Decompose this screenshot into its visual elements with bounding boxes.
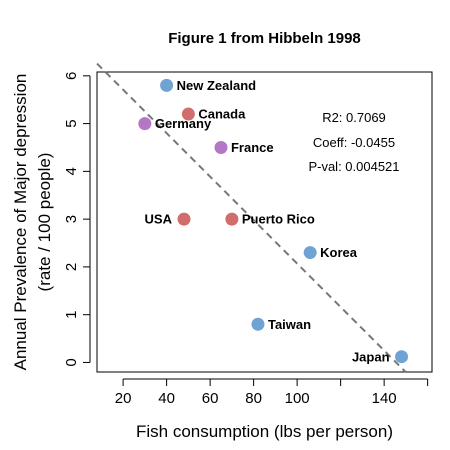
x-tick-label: 100 — [285, 390, 310, 407]
regression-line — [96, 62, 407, 373]
point-label: New Zealand — [177, 78, 257, 93]
x-tick-label: 20 — [115, 390, 132, 407]
x-tick-label: 80 — [245, 390, 262, 407]
point-label: USA — [145, 212, 173, 227]
plot-frame — [96, 71, 433, 373]
y-tick-label: 2 — [63, 263, 80, 271]
y-tick-label: 4 — [63, 167, 80, 175]
data-point — [177, 212, 191, 226]
chart-title: Figure 1 from Hibbeln 1998 — [168, 30, 361, 47]
data-point — [251, 317, 265, 331]
y-tick-label: 6 — [63, 72, 80, 80]
point-label: Taiwan — [268, 317, 311, 332]
point-label: Puerto Rico — [242, 212, 315, 227]
x-axis-label: Fish consumption (lbs per person) — [136, 422, 393, 441]
data-point — [138, 117, 152, 131]
y-tick-label: 5 — [63, 119, 80, 127]
data-point — [225, 212, 239, 226]
stats-annotation: R2: 0.7069 Coeff: -0.0455 P-val: 0.004521 — [308, 110, 399, 174]
point-label: France — [231, 140, 274, 155]
point-label: Germany — [155, 116, 212, 131]
point-label: Korea — [320, 245, 358, 260]
x-tick-label: 60 — [202, 390, 219, 407]
stat-line: P-val: 0.004521 — [308, 159, 399, 174]
data-point — [160, 78, 174, 92]
y-tick-label: 1 — [63, 311, 80, 319]
y-tick-label: 3 — [63, 215, 80, 223]
stat-line: R2: 0.7069 — [322, 110, 386, 125]
point-label: Canada — [198, 107, 246, 122]
axes: 20 40 60 80 100 140 0 1 2 3 4 5 6 — [63, 72, 429, 407]
data-point — [214, 140, 228, 154]
y-axis-label-units: (rate / 100 people) — [35, 153, 54, 292]
point-label: Japan — [352, 349, 390, 364]
data-point — [181, 107, 195, 121]
x-tick-label: 140 — [372, 390, 397, 407]
data-point — [303, 246, 317, 260]
y-axis-label: Annual Prevalence of Major depression — [11, 74, 30, 371]
x-tick-label: 40 — [158, 390, 175, 407]
stat-line: Coeff: -0.0455 — [313, 135, 395, 150]
y-tick-label: 0 — [63, 358, 80, 366]
data-point — [395, 350, 409, 364]
